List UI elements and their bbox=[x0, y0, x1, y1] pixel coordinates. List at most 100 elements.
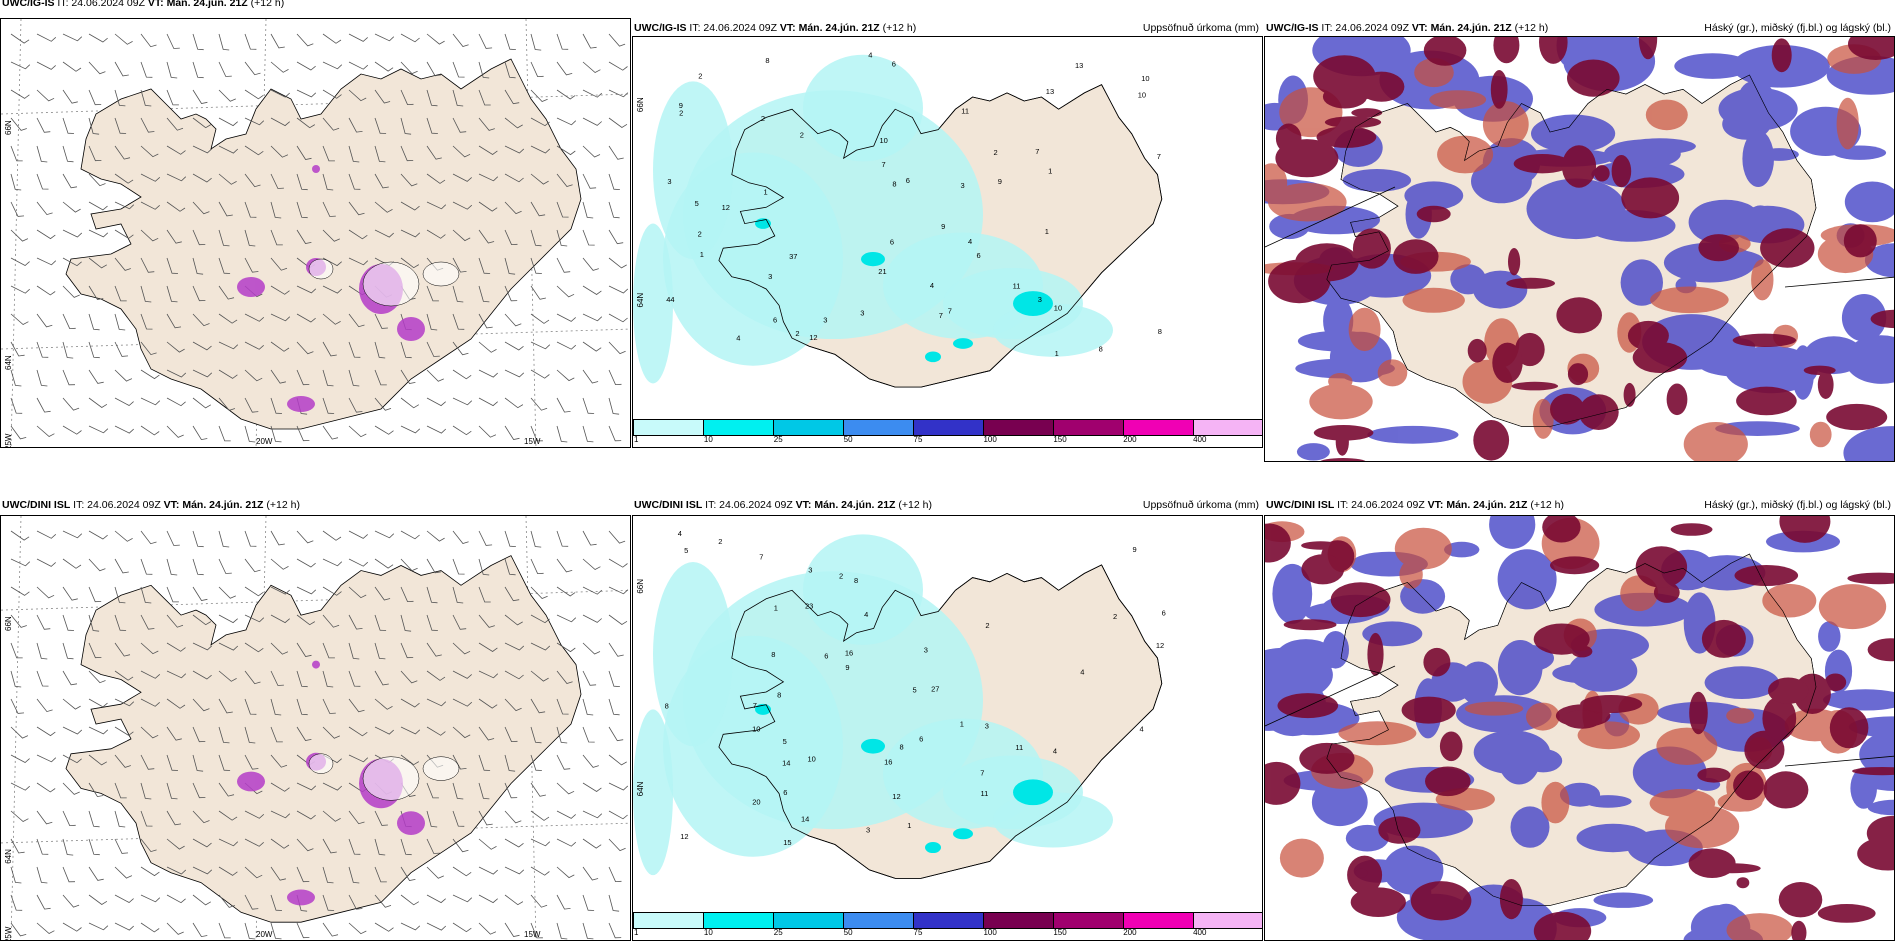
precip-value: 6 bbox=[1162, 609, 1166, 618]
lat-label: 66N bbox=[636, 579, 645, 594]
colorbar-segment bbox=[914, 913, 984, 928]
wind-map: 66N 64N 25W 20W 15W bbox=[0, 18, 631, 448]
colorbar-segment bbox=[1054, 913, 1124, 928]
lon-label: 15W bbox=[524, 930, 541, 939]
precip-value: 3 bbox=[667, 177, 671, 186]
panel-header: UWC/IG-IS IT: 24.06.2024 09Z VT: Mán. 24… bbox=[2, 0, 285, 9]
precip-value: 4 bbox=[864, 610, 868, 619]
precip-value: 6 bbox=[824, 652, 828, 661]
precip-value: 20 bbox=[752, 798, 760, 807]
precip-value: 2 bbox=[698, 230, 702, 239]
precip-value: 5 bbox=[913, 685, 917, 694]
colorbar-label: 10 bbox=[703, 435, 713, 444]
colorbar-segment bbox=[704, 420, 774, 435]
land-outline bbox=[65, 58, 582, 430]
panel-header: UWC/IG-IS IT: 24.06.2024 09Z VT: Mán. 24… bbox=[1266, 22, 1549, 34]
colorbar-label: 200 bbox=[1123, 928, 1137, 937]
colorbar-label: 75 bbox=[913, 435, 923, 444]
colorbar-labels: 1 10 25 50 75 100 150 200 400 bbox=[633, 435, 1262, 445]
precip-value: 10 bbox=[808, 754, 816, 763]
colorbar-label: 100 bbox=[983, 435, 997, 444]
precip-value: 6 bbox=[890, 237, 894, 246]
lat-label: 64N bbox=[636, 293, 645, 308]
precip-value: 3 bbox=[985, 722, 989, 731]
colorbar-segment bbox=[914, 420, 984, 435]
precip-value: 14 bbox=[782, 758, 790, 767]
high-cloud bbox=[1268, 37, 1894, 461]
precip-value: 8 bbox=[900, 742, 904, 751]
colorbar-labels: 1 10 25 50 75 100 150 200 400 bbox=[633, 928, 1262, 938]
coastline bbox=[718, 84, 1163, 388]
precip-value: 7 bbox=[759, 552, 763, 561]
precip-value: 1 bbox=[1048, 166, 1052, 175]
lat-label: 66N bbox=[4, 120, 13, 135]
precip-value: 8 bbox=[854, 576, 858, 585]
precip-value: 15 bbox=[783, 838, 791, 847]
precip-value: 4 bbox=[868, 50, 872, 59]
lat-label: 64N bbox=[636, 781, 645, 796]
lat-label: 25W bbox=[4, 926, 13, 941]
precip-value: 23 bbox=[805, 601, 813, 610]
colorbar-label: 100 bbox=[983, 928, 997, 937]
precip-map: 5 4 8 9 6 7 8 10 12 11 14 27 15 10 8 6 16 20 23 16 12 12 14 8 7 6… bbox=[632, 515, 1263, 941]
precip-value: 16 bbox=[884, 758, 892, 767]
precip-value: 7 bbox=[939, 311, 943, 320]
precip-value: 2 bbox=[761, 114, 765, 123]
glacier-areas bbox=[308, 753, 460, 801]
wind-map-svg: 66N 64N 25W 20W 15W bbox=[1, 19, 630, 448]
colorbar-bar bbox=[633, 419, 1262, 436]
precip-colorbar: 1 10 25 50 75 100 150 200 400 bbox=[633, 912, 1262, 938]
precip-value: 6 bbox=[906, 176, 910, 185]
precip-value: 7 bbox=[948, 307, 952, 316]
wind-barbs bbox=[10, 33, 629, 443]
precip-value: 2 bbox=[839, 572, 843, 581]
lat-label: 25W bbox=[4, 433, 13, 448]
precip-value: 4 bbox=[678, 529, 682, 538]
precip-value: 5 bbox=[783, 737, 787, 746]
precip-value: 8 bbox=[892, 179, 896, 188]
precip-map-svg: 5489678101211142715108616202316121214876… bbox=[633, 529, 1166, 879]
precip-value: 2 bbox=[698, 72, 702, 81]
precip-value: 2 bbox=[985, 621, 989, 630]
lon-label: 20W bbox=[256, 437, 273, 446]
precip-value: 4 bbox=[736, 334, 740, 343]
precip-area bbox=[633, 534, 1113, 876]
panel-header: UWC/DINI ISL IT: 24.06.2024 09Z VT: Mán.… bbox=[2, 499, 300, 511]
precip-value: 2 bbox=[800, 131, 804, 140]
precip-value: 5 bbox=[695, 199, 699, 208]
panel-bottom-precip: UWC/DINI ISL IT: 24.06.2024 09Z VT: Mán.… bbox=[632, 493, 1263, 941]
colorbar-segment bbox=[984, 420, 1054, 435]
precip-value: 7 bbox=[753, 701, 757, 710]
precip-value: 8 bbox=[777, 690, 781, 699]
precip-area bbox=[633, 54, 1113, 384]
precip-value: 2 bbox=[1113, 612, 1117, 621]
precip-value: 12 bbox=[722, 203, 730, 212]
precip-value: 2 bbox=[795, 329, 799, 338]
colorbar-label: 1 bbox=[634, 435, 639, 444]
precip-value: 9 bbox=[1133, 545, 1137, 554]
colorbar-segment bbox=[1124, 420, 1194, 435]
precip-value: 9 bbox=[679, 101, 683, 110]
lat-label: 64N bbox=[4, 355, 13, 370]
precip-value: 8 bbox=[665, 702, 669, 711]
precip-values: 3671098121110136142237592111101076848127… bbox=[666, 50, 1162, 358]
precip-values: 5489678101211142715108616202316121214876… bbox=[665, 529, 1166, 847]
precip-value: 1 bbox=[700, 250, 704, 259]
precip-value: 6 bbox=[977, 251, 981, 260]
colorbar-label: 50 bbox=[843, 928, 853, 937]
precip-value: 8 bbox=[765, 56, 769, 65]
precip-value: 5 bbox=[684, 546, 688, 555]
colorbar-segment bbox=[844, 420, 914, 435]
precip-value: 14 bbox=[801, 815, 809, 824]
precip-value: 4 bbox=[1140, 724, 1144, 733]
precip-value: 16 bbox=[845, 648, 853, 657]
precip-value: 6 bbox=[892, 60, 896, 69]
precip-value: 4 bbox=[968, 237, 972, 246]
colorbar-label: 150 bbox=[1053, 435, 1067, 444]
colorbar-segment bbox=[774, 913, 844, 928]
wind-barbs bbox=[10, 530, 629, 940]
panel-bottom-wind: UWC/DINI ISL IT: 24.06.2024 09Z VT: Mán.… bbox=[0, 493, 631, 941]
precip-value: 10 bbox=[1141, 74, 1149, 83]
colorbar-label: 150 bbox=[1053, 928, 1067, 937]
precip-value: 10 bbox=[752, 725, 760, 734]
